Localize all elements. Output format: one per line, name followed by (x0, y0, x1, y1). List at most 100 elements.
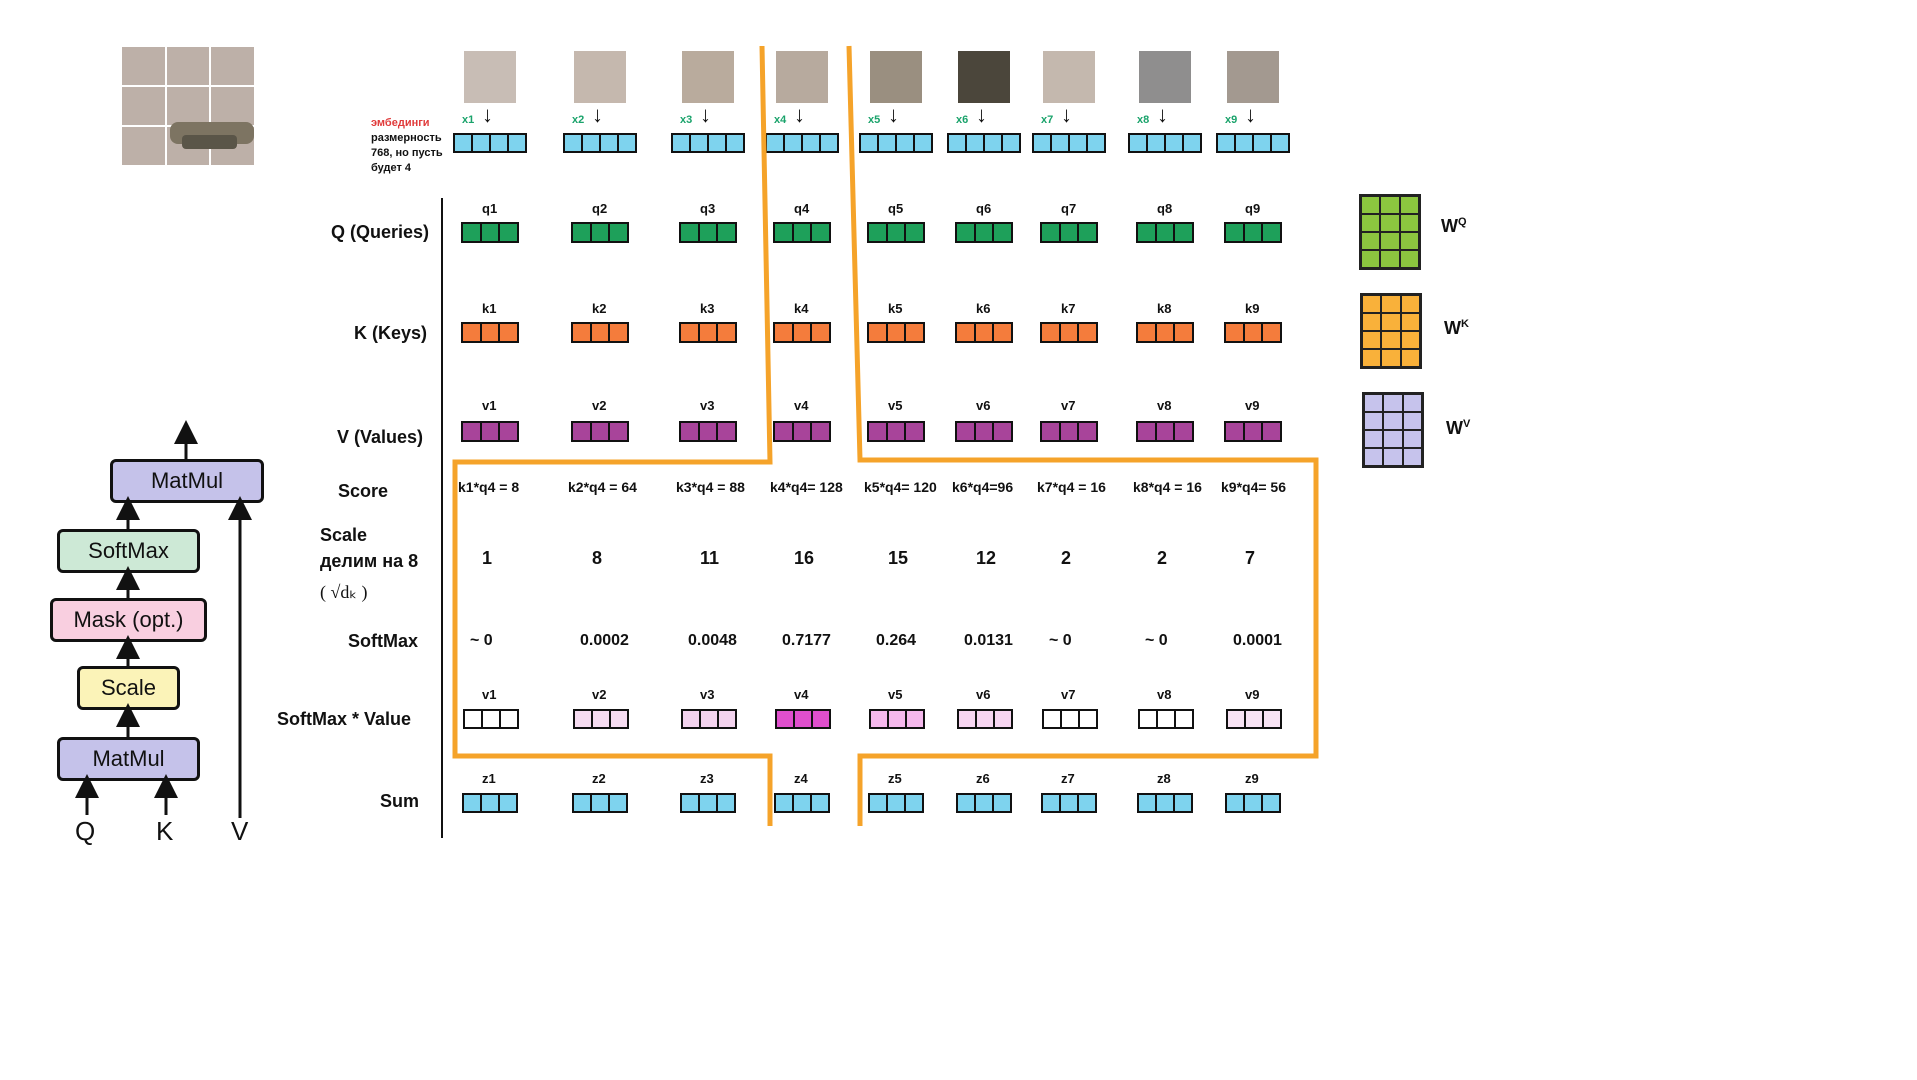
key-vector (867, 322, 925, 343)
scale-value: 15 (888, 548, 909, 568)
sum-vector (1137, 793, 1193, 813)
embedding-vector (1216, 133, 1290, 153)
queries-label: Q (Queries) (331, 222, 430, 242)
value-vector (1040, 421, 1098, 442)
weighted-value-vector (775, 709, 831, 729)
softmax-value-vector-label: v4 (794, 687, 809, 702)
down-arrow-icon: ↓ (888, 102, 899, 127)
query-vector (679, 222, 737, 243)
sum-label-item: z2 (592, 771, 606, 786)
softmax-value-vector-label: v5 (888, 687, 903, 702)
highlight-left-column (452, 45, 773, 826)
keys-label: K (Keys) (354, 323, 428, 343)
value-label: v9 (1245, 398, 1260, 413)
embedding-vector (563, 133, 637, 153)
value-label: v8 (1157, 398, 1172, 413)
weight-q-label: WQ (1441, 216, 1467, 236)
weight-v-label: WV (1446, 418, 1471, 438)
image-patch (1043, 51, 1095, 103)
down-arrow-icon: ↓ (794, 102, 805, 127)
key-vector (1136, 322, 1194, 343)
weighted-value-vector (1226, 709, 1282, 729)
sum-label: Sum (380, 791, 420, 811)
weighted-value-vector (463, 709, 519, 729)
sum-label-item: z9 (1245, 771, 1259, 786)
query-vector (1224, 222, 1282, 243)
value-label: v7 (1061, 398, 1076, 413)
weight-matrix-v (1362, 392, 1424, 468)
softmax-value: 0.7177 (782, 632, 831, 649)
token-x-label: x7 (1041, 114, 1054, 126)
value-vector (1136, 421, 1194, 442)
embedding-vector (671, 133, 745, 153)
score-value: k8*q4 = 16 (1133, 479, 1202, 495)
embedding-title: эмбединги (371, 117, 430, 129)
mask-block: Mask (opt.) (50, 598, 207, 642)
matmul-top-block: MatMul (110, 459, 264, 503)
token-x-label: x3 (680, 114, 693, 126)
sum-label-item: z3 (700, 771, 714, 786)
value-label: v1 (482, 398, 497, 413)
image-patch (1227, 51, 1279, 103)
scale-value: 16 (794, 548, 815, 568)
image-cell (209, 47, 211, 165)
weighted-value-vector (1138, 709, 1194, 729)
down-arrow-icon: ↓ (592, 102, 603, 127)
value-label: v4 (794, 398, 809, 413)
key-label: k7 (1061, 301, 1076, 316)
score-value: k5*q4= 120 (864, 479, 937, 495)
sqrt-dk-label: ( √dₖ ) (320, 582, 368, 602)
row-divider-line (441, 198, 443, 838)
softmax-value: 0.264 (876, 632, 917, 649)
input-q-label: Q (75, 816, 96, 846)
key-label: k4 (794, 301, 809, 316)
score-value: k6*q4=96 (952, 479, 1014, 495)
weighted-value-vector (957, 709, 1013, 729)
sum-label-item: z4 (794, 771, 808, 786)
score-value: k2*q4 = 64 (568, 479, 637, 495)
weighted-value-vector (681, 709, 737, 729)
weighted-value-vector (1042, 709, 1098, 729)
softmax-value-vector-label: v2 (592, 687, 607, 702)
query-label: q6 (976, 201, 992, 216)
score-value: k1*q4 = 8 (458, 479, 520, 495)
softmax-value: 0.0002 (580, 632, 629, 649)
softmax-value-vector-label: v7 (1061, 687, 1076, 702)
softmax-value: ~ 0 (1049, 632, 1072, 649)
softmax-value-vector-label: v3 (700, 687, 715, 702)
token-x-label: x2 (572, 114, 585, 126)
sum-vector (774, 793, 830, 813)
scale-value: 8 (592, 548, 603, 568)
softmax-value: 0.0131 (964, 632, 1013, 649)
score-label: Score (338, 481, 389, 501)
scale-value: 2 (1061, 548, 1072, 568)
value-label: v2 (592, 398, 607, 413)
score-value: k7*q4 = 16 (1037, 479, 1106, 495)
highlight-right-column (846, 45, 1319, 826)
token-x-label: x8 (1137, 114, 1150, 126)
image-patch (1139, 51, 1191, 103)
tank-shape (182, 135, 237, 149)
embedding-note-line: размерность (371, 132, 442, 144)
sum-vector (462, 793, 518, 813)
image-patch (958, 51, 1010, 103)
token-x-label: x5 (868, 114, 881, 126)
weighted-value-vector (869, 709, 925, 729)
softmax-value: 0.0048 (688, 632, 737, 649)
score-value: k9*q4= 56 (1221, 479, 1286, 495)
query-vector (867, 222, 925, 243)
image-patch (776, 51, 828, 103)
query-vector (1040, 222, 1098, 243)
token-x-label: x1 (462, 114, 475, 126)
softmax-label: SoftMax (348, 631, 419, 651)
key-vector (773, 322, 831, 343)
scale-label: Scale (320, 525, 368, 545)
query-vector (1136, 222, 1194, 243)
matmul-bottom-block: MatMul (57, 737, 200, 781)
sum-label-item: z1 (482, 771, 496, 786)
down-arrow-icon: ↓ (700, 102, 711, 127)
softmax-value: ~ 0 (470, 632, 493, 649)
softmax-value-vector-label: v1 (482, 687, 497, 702)
query-vector (955, 222, 1013, 243)
down-arrow-icon: ↓ (1061, 102, 1072, 127)
